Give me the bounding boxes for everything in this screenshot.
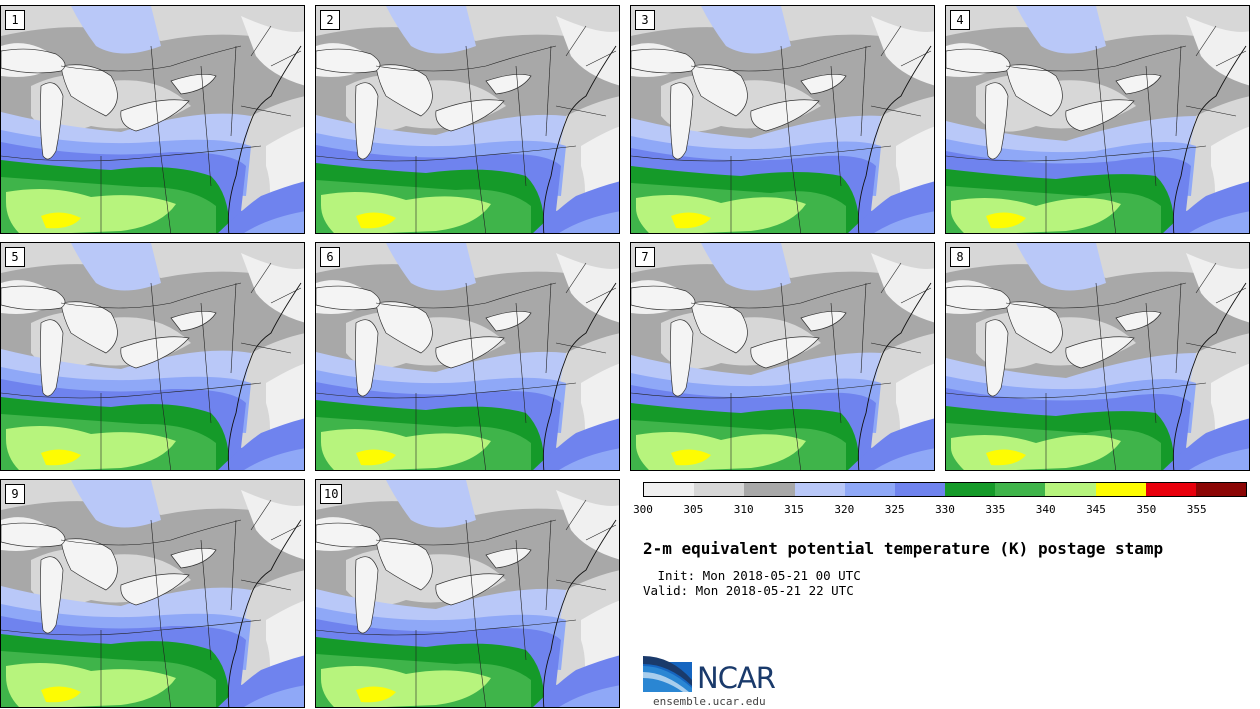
- colorbar-segment: [1095, 483, 1146, 496]
- ensemble-member-panel: 4: [945, 5, 1250, 234]
- colorbar-tick-label: 335: [985, 503, 1006, 516]
- member-label: 8: [950, 247, 970, 267]
- member-map: [316, 243, 619, 470]
- colorbar-tick-label: 310: [733, 503, 754, 516]
- member-map: [1, 480, 304, 707]
- member-label: 10: [320, 484, 343, 504]
- colorbar-tick-label: 345: [1086, 503, 1106, 516]
- member-map: [946, 243, 1249, 470]
- member-label: 9: [5, 484, 25, 504]
- colorbar-tick-label: 305: [683, 503, 704, 516]
- colorbar-segment: [894, 483, 946, 496]
- colorbar-tick-label: 355: [1186, 503, 1207, 516]
- colorbar-tick-label: 325: [884, 503, 905, 516]
- colorbar-segment: [744, 483, 795, 496]
- member-map: [1, 243, 304, 470]
- colorbar-segment: [1195, 483, 1247, 496]
- ensemble-member-panel: 2: [315, 5, 620, 234]
- colorbar-segment: [794, 483, 845, 496]
- colorbar: [643, 482, 1247, 497]
- colorbar-tick-label: 315: [784, 503, 804, 516]
- colorbar-segment: [1145, 483, 1196, 496]
- colorbar-segment: [694, 483, 745, 496]
- member-label: 1: [5, 10, 25, 30]
- member-label: 4: [950, 10, 970, 30]
- member-label: 2: [320, 10, 340, 30]
- member-map: [631, 6, 934, 233]
- ensemble-member-panel: 7: [630, 242, 935, 471]
- init-time: Init: Mon 2018-05-21 00 UTC: [650, 568, 861, 583]
- ensemble-member-panel: 9: [0, 479, 305, 708]
- colorbar-segment: [1045, 483, 1096, 496]
- member-map: [1, 6, 304, 233]
- ncar-logo-icon: [643, 656, 692, 692]
- logo-url: ensemble.ucar.edu: [653, 695, 766, 708]
- ensemble-member-panel: 5: [0, 242, 305, 471]
- ensemble-member-panel: 8: [945, 242, 1250, 471]
- colorbar-tick-label: 330: [935, 503, 955, 516]
- logo-text: NCAR: [697, 661, 776, 695]
- colorbar-tick-label: 320: [834, 503, 855, 516]
- colorbar-segment: [844, 483, 895, 496]
- valid-time: Valid: Mon 2018-05-21 22 UTC: [643, 583, 854, 598]
- member-label: 5: [5, 247, 25, 267]
- colorbar-segment: [995, 483, 1046, 496]
- member-map: [316, 480, 619, 707]
- figure-title: 2-m equivalent potential temperature (K)…: [643, 539, 1164, 558]
- ensemble-member-panel: 3: [630, 5, 935, 234]
- member-label: 6: [320, 247, 340, 267]
- ensemble-member-panel: 1: [0, 5, 305, 234]
- member-map: [631, 243, 934, 470]
- member-label: 3: [635, 10, 655, 30]
- member-map: [316, 6, 619, 233]
- colorbar-segment: [945, 483, 996, 496]
- ensemble-member-panel: 6: [315, 242, 620, 471]
- colorbar-tick-label: 350: [1136, 503, 1157, 516]
- colorbar-segment: [644, 483, 695, 496]
- member-label: 7: [635, 247, 655, 267]
- colorbar-tick-label: 340: [1035, 503, 1056, 516]
- colorbar-tick-label: 300: [633, 503, 653, 516]
- ensemble-member-panel: 10: [315, 479, 620, 708]
- member-map: [946, 6, 1249, 233]
